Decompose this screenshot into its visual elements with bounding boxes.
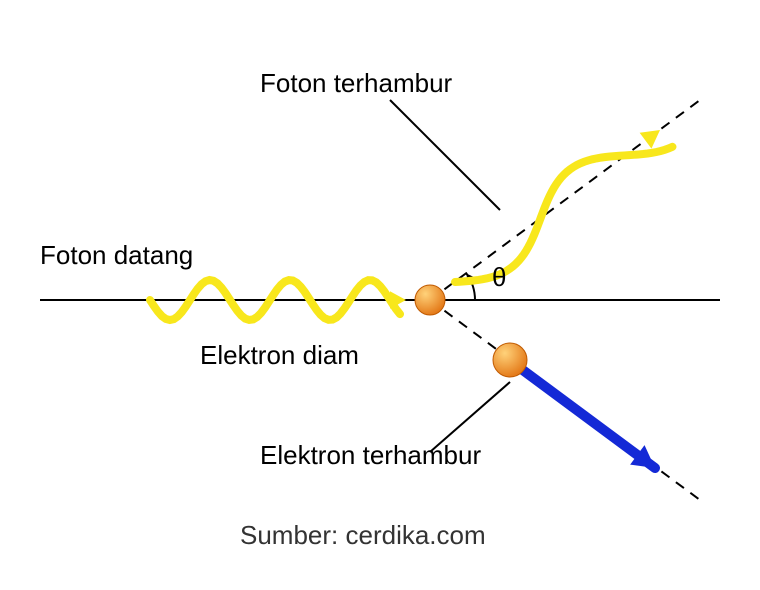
arrowhead xyxy=(640,130,660,149)
label-scattered-photon: Foton terhambur xyxy=(260,68,452,99)
label-incoming-photon: Foton datang xyxy=(40,240,193,271)
dashed-up xyxy=(430,100,700,300)
scattered-electron-particle xyxy=(493,343,527,377)
scattered-electron-arrow xyxy=(520,368,655,468)
resting-electron-particle xyxy=(415,285,445,315)
callout-scattered-photon xyxy=(390,100,500,210)
label-angle-theta: θ xyxy=(492,262,506,293)
label-source: Sumber: cerdika.com xyxy=(240,520,486,551)
scattered-photon-wave xyxy=(455,147,672,282)
label-scattered-electron: Elektron terhambur xyxy=(260,440,481,471)
label-resting-electron: Elektron diam xyxy=(200,340,359,371)
